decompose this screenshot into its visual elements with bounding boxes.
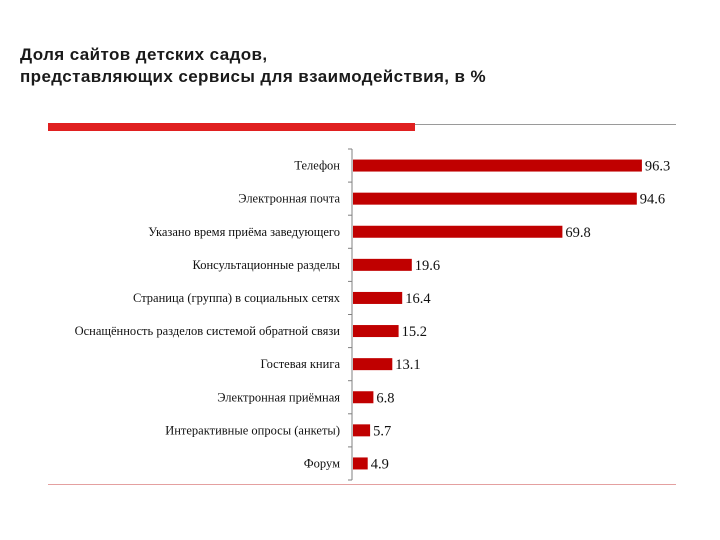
- category-label: Форум: [304, 456, 340, 470]
- value-label: 4.9: [371, 456, 389, 472]
- category-label: Оснащённость разделов системой обратной …: [75, 324, 341, 338]
- bar: [353, 192, 637, 205]
- category-label: Телефон: [294, 159, 340, 173]
- bar: [353, 291, 403, 304]
- decorative-accent-bar: [48, 123, 415, 131]
- value-label: 13.1: [395, 357, 420, 373]
- bar: [353, 358, 393, 371]
- bar: [353, 258, 412, 271]
- bar: [353, 225, 563, 238]
- value-label: 6.8: [376, 390, 394, 406]
- category-label: Электронная почта: [238, 192, 340, 206]
- value-label: 96.3: [645, 159, 670, 175]
- category-label: Указано время приёма заведующего: [148, 225, 340, 239]
- value-label: 69.8: [565, 225, 590, 241]
- chart-title: Доля сайтов детских садов, представляющи…: [20, 44, 486, 88]
- category-label: Электронная приёмная: [217, 390, 340, 404]
- value-label: 15.2: [402, 324, 427, 340]
- chart-title-line-2: представляющих сервисы для взаимодействи…: [20, 67, 486, 86]
- category-label: Консультационные разделы: [193, 258, 341, 272]
- bar: [353, 457, 368, 470]
- bar: [353, 424, 371, 437]
- category-label: Гостевая книга: [260, 357, 340, 371]
- value-label: 94.6: [640, 192, 665, 208]
- value-label: 19.6: [415, 258, 440, 274]
- bar: [353, 159, 642, 172]
- category-label: Интерактивные опросы (анкеты): [165, 423, 340, 437]
- bar: [353, 391, 374, 404]
- value-label: 5.7: [373, 423, 391, 439]
- bar: [353, 325, 399, 338]
- value-label: 16.4: [405, 291, 431, 307]
- category-label: Страница (группа) в социальных сетях: [133, 291, 341, 305]
- decorative-divider-bottom: [48, 484, 676, 485]
- chart-title-line-1: Доля сайтов детских садов,: [20, 45, 268, 64]
